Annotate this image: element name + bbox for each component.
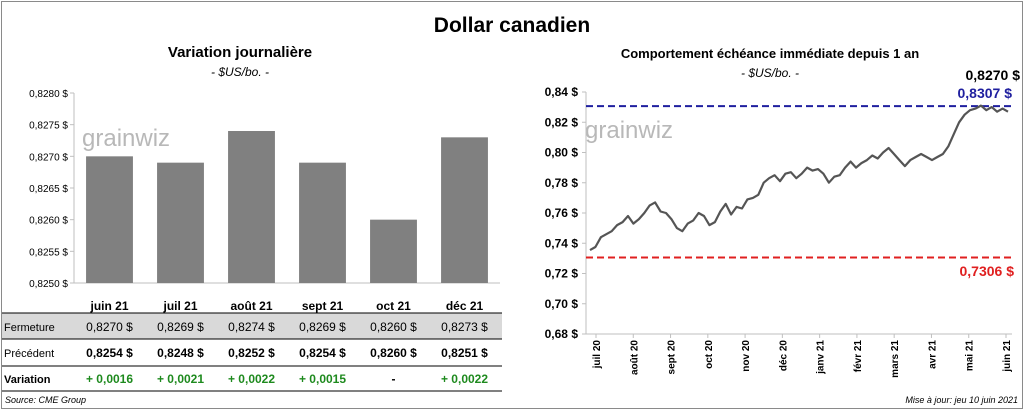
x-tick-label: sept 20 — [667, 340, 678, 375]
table-highlight-row — [2, 313, 502, 339]
table-row-label: Variation — [4, 374, 51, 386]
table-cell: 0,8273 $ — [441, 320, 488, 334]
right-chart-title: Comportement échéance immédiate depuis 1… — [620, 46, 920, 61]
bar — [441, 137, 488, 283]
table-cell: 0,8269 $ — [299, 320, 346, 334]
left-chart-unit: - $US/bo. - — [210, 65, 270, 79]
bar — [157, 162, 204, 283]
x-category-label: juil 21 — [162, 299, 197, 313]
left-chart-title: Variation journalière — [167, 44, 313, 61]
right-chart-unit: - $US/bo. - — [740, 66, 800, 80]
high-value-label: 0,8307 $ — [958, 85, 1013, 101]
x-tick-label: avr 21 — [927, 340, 938, 369]
update-note: Mise à jour: jeu 10 juin 2021 — [905, 395, 1018, 405]
x-category-label: déc 21 — [446, 299, 484, 313]
table-cell: 0,8254 $ — [299, 346, 346, 360]
y-tick-label: 0,72 $ — [545, 267, 579, 281]
y-tick-label: 0,8280 $ — [29, 89, 68, 100]
y-tick-label: 0,80 $ — [545, 146, 579, 160]
low-value-label: 0,7306 $ — [960, 263, 1015, 279]
watermark-text: grainwiz — [82, 125, 170, 152]
table-cell: - — [392, 372, 396, 386]
current-value-label: 0,8270 $ — [966, 67, 1021, 83]
watermark-text: grainwiz — [585, 117, 673, 144]
y-tick-label: 0,8255 $ — [29, 247, 68, 258]
x-tick-label: juil 20 — [592, 340, 603, 370]
x-category-label: sept 21 — [302, 299, 344, 313]
watermark: grainwiz — [82, 125, 170, 152]
table-cell: 0,8251 $ — [441, 346, 488, 360]
x-tick-label: janv 21 — [816, 340, 827, 375]
watermark: grainwiz — [585, 117, 673, 144]
y-tick-label: 0,8270 $ — [29, 152, 68, 163]
x-tick-label: déc 20 — [778, 340, 789, 372]
x-category-label: juin 21 — [89, 299, 128, 313]
table-cell: 0,8270 $ — [86, 320, 133, 334]
table-cell: 0,8252 $ — [228, 346, 275, 360]
x-tick-label: août 20 — [629, 340, 640, 375]
x-tick-label: nov 20 — [741, 340, 752, 372]
bar — [86, 156, 133, 283]
table-cell: 0,8274 $ — [228, 320, 275, 334]
x-tick-label: mai 21 — [965, 340, 976, 372]
bar — [370, 219, 417, 283]
series-line — [589, 104, 1009, 252]
x-tick-label: juin 21 — [1002, 340, 1013, 373]
table-cell: 0,8248 $ — [157, 346, 204, 360]
x-tick-label: févr 21 — [853, 340, 864, 373]
source-note: Source: CME Group — [5, 395, 87, 405]
y-tick-label: 0,8260 $ — [29, 216, 68, 227]
table-row-label: Fermeture — [4, 322, 55, 334]
bar — [299, 162, 346, 283]
y-tick-label: 0,78 $ — [545, 176, 579, 190]
table-cell: 0,8269 $ — [157, 320, 204, 334]
table-cell: + 0,0022 — [228, 372, 275, 386]
bar — [228, 131, 275, 283]
y-tick-label: 0,76 $ — [545, 206, 579, 220]
x-category-label: oct 21 — [376, 299, 411, 313]
x-tick-label: oct 20 — [704, 340, 715, 369]
x-category-label: août 21 — [230, 299, 272, 313]
y-tick-label: 0,8250 $ — [29, 279, 68, 290]
y-tick-label: 0,70 $ — [545, 297, 579, 311]
table-cell: 0,8260 $ — [370, 346, 417, 360]
table-row-label: Précédent — [4, 348, 54, 360]
y-tick-label: 0,74 $ — [545, 236, 579, 250]
x-tick-label: mars 21 — [890, 340, 901, 378]
page-title: Dollar canadien — [433, 14, 591, 37]
y-tick-label: 0,82 $ — [545, 115, 579, 129]
table-cell: + 0,0022 — [441, 372, 488, 386]
table-cell: 0,8260 $ — [370, 320, 417, 334]
table-cell: + 0,0021 — [157, 372, 204, 386]
table-cell: + 0,0016 — [86, 372, 133, 386]
y-tick-label: 0,8265 $ — [29, 184, 68, 195]
y-tick-label: 0,8275 $ — [29, 121, 68, 132]
table-cell: 0,8254 $ — [86, 346, 133, 360]
table-cell: + 0,0015 — [299, 372, 346, 386]
y-tick-label: 0,68 $ — [545, 327, 579, 341]
y-tick-label: 0,84 $ — [545, 85, 579, 99]
